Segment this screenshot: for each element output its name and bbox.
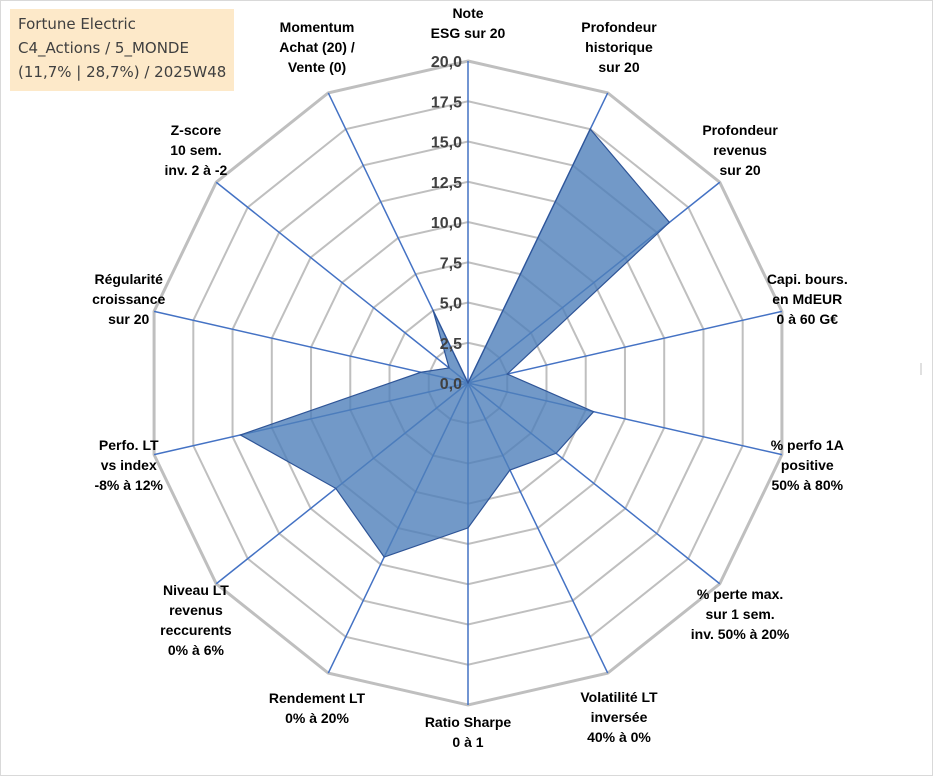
- data-point: [467, 382, 469, 384]
- info-company-name: Fortune Electric: [18, 15, 136, 33]
- radial-tick-label: 10,0: [431, 215, 462, 232]
- axis-category-label: Z-score 10 sem. inv. 2 à -2: [165, 122, 228, 178]
- radar-series: [238, 128, 671, 558]
- axis-spoke: [467, 310, 783, 384]
- axis-category-label: Momentum Achat (20) / Vente (0): [279, 19, 355, 75]
- axis-category-label: Capi. bours. en MdEUR 0 à 60 G€: [767, 271, 848, 327]
- data-point: [589, 128, 591, 130]
- axis-category-label: Volatilité LT inversée 40% à 0%: [580, 689, 658, 745]
- data-point: [239, 434, 242, 436]
- data-point: [383, 556, 385, 558]
- axis-category-label: Niveau LT revenus reccurents 0% à 6%: [160, 582, 232, 658]
- data-point: [432, 309, 434, 312]
- axis-category-label: Ratio Sharpe 0 à 1: [425, 714, 512, 750]
- data-point: [668, 221, 670, 223]
- axis-category-label: Perfo. LT vs index -8% à 12%: [94, 437, 163, 493]
- axis-category-label: Note ESG sur 20: [431, 5, 506, 41]
- axis-spoke: [153, 310, 469, 384]
- radar-axis-labels: Note ESG sur 20 Profondeur historique sur 20…: [92, 5, 848, 750]
- data-point: [335, 487, 337, 490]
- axis-spoke: [215, 181, 469, 384]
- axis-category-label: Profondeur revenus sur 20: [702, 122, 778, 178]
- radial-tick-label: 12,5: [431, 175, 462, 192]
- info-category: C4_Actions / 5_MONDE: [18, 39, 189, 57]
- data-point: [467, 527, 469, 529]
- radial-tick-label: 15,0: [431, 135, 462, 152]
- axis-category-label: Profondeur historique sur 20: [581, 19, 657, 75]
- axis-category-label: Régularité croissance sur 20: [92, 271, 165, 327]
- data-point: [592, 411, 595, 413]
- info-stats: (11,7% | 28,7%) / 2025W48: [18, 63, 227, 81]
- radial-tick-label: 2,5: [440, 336, 462, 353]
- axis-category-label: % perfo 1A positive 50% à 80%: [771, 437, 844, 493]
- radial-tick-label: 7,5: [440, 255, 462, 272]
- radial-tick-label: 20,0: [431, 54, 462, 71]
- frame-tick-mark: [920, 363, 922, 375]
- axis-category-label: Rendement LT 0% à 20%: [269, 690, 366, 726]
- axis-category-label: % perte max. sur 1 sem. inv. 50% à 20%: [691, 586, 790, 642]
- data-point: [420, 371, 422, 373]
- info-box: Fortune Electric C4_Actions / 5_MONDE (1…: [10, 9, 234, 91]
- radial-tick-label: 0,0: [440, 376, 462, 393]
- radial-tick-label: 5,0: [440, 296, 462, 313]
- radar-tick-labels: 0,0 2,5 5,0 7,5 10,0 12,5 15,0 17,5 20,0: [431, 54, 462, 393]
- data-point: [506, 373, 508, 375]
- data-point: [448, 367, 450, 369]
- radial-tick-label: 17,5: [431, 94, 462, 111]
- data-point: [509, 469, 511, 471]
- data-point: [555, 452, 557, 454]
